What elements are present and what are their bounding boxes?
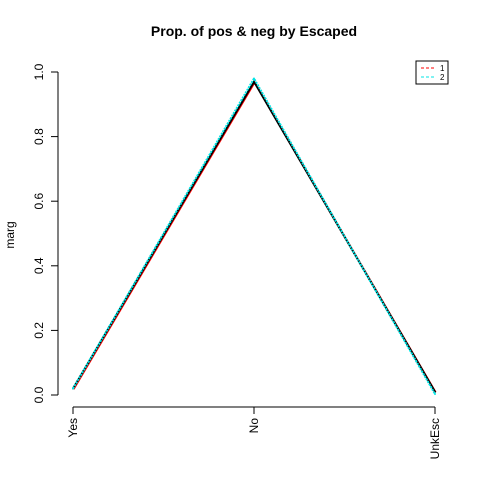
legend-label-1: 1	[440, 64, 445, 73]
y-tick-label: 1.0	[32, 63, 46, 80]
series-1-shadow	[72, 80, 437, 393]
x-tick-label: UnkEsc	[428, 418, 442, 459]
y-tick-label: 0.8	[32, 128, 46, 145]
series-2-point	[253, 77, 255, 80]
x-tick-label: No	[247, 418, 261, 434]
chart-title: Prop. of pos & neg by Escaped	[151, 23, 357, 39]
y-tick-label: 0.2	[32, 322, 46, 339]
series-layer	[72, 76, 437, 396]
legend: 1 2	[415, 60, 449, 85]
series-1-line	[72, 79, 436, 393]
y-tick-label: 0.4	[32, 257, 46, 274]
legend-box	[415, 60, 449, 85]
series-2-point	[434, 393, 436, 396]
y-tick-label: 0.0	[32, 386, 46, 403]
x-tick-label: Yes	[66, 418, 80, 438]
legend-label-2: 2	[440, 73, 445, 82]
y-axis-label: marg	[3, 221, 17, 248]
y-tick-label: 0.6	[32, 193, 46, 210]
x-axis: Yes No UnkEsc	[66, 406, 442, 459]
y-axis: 0.0 0.2 0.4 0.6 0.8 1.0	[32, 63, 59, 403]
series-2-line	[72, 76, 436, 395]
series-2-point	[72, 387, 74, 390]
